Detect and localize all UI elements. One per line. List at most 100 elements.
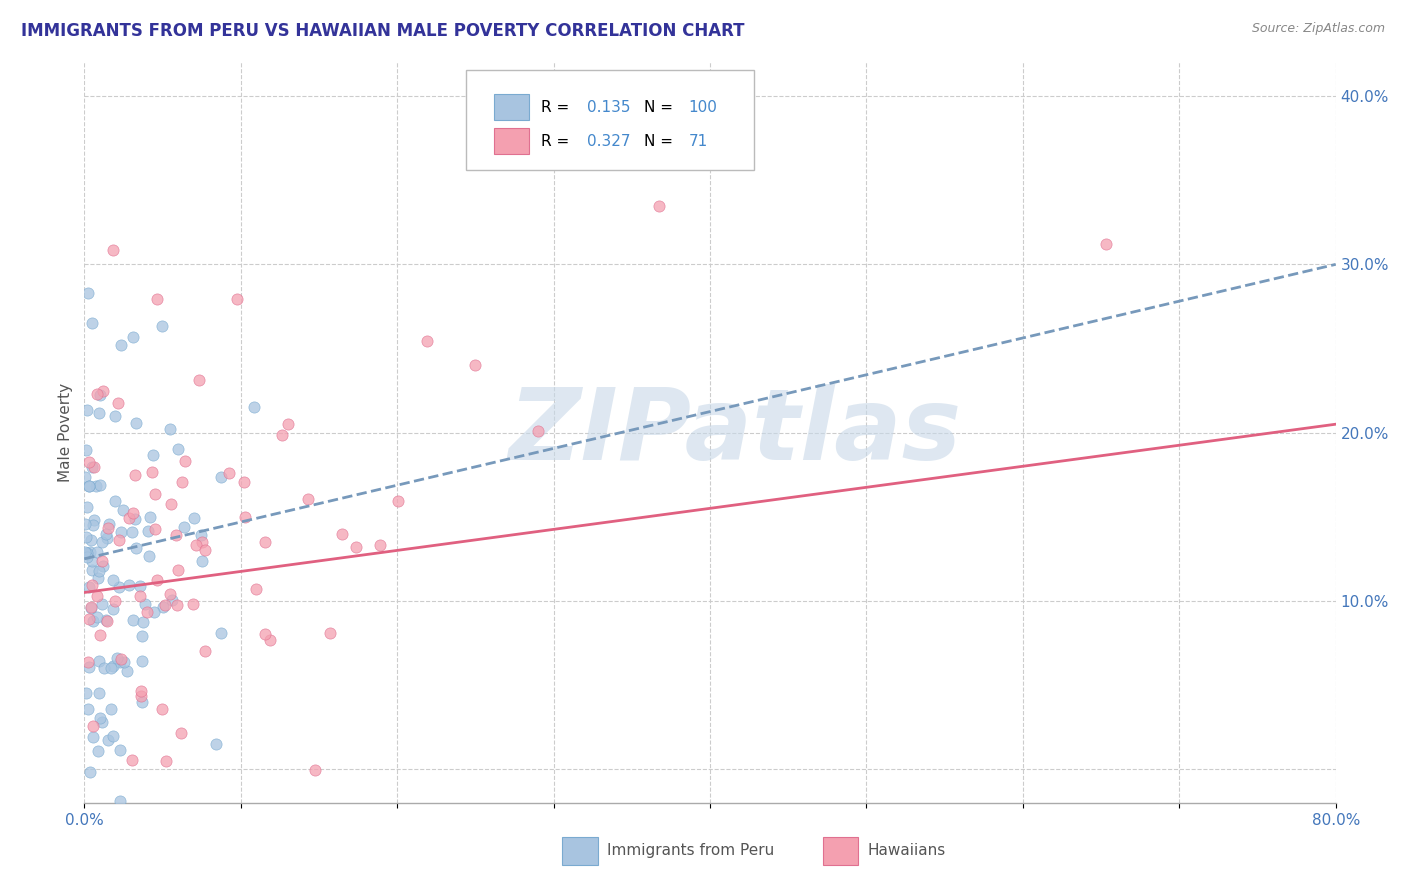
Text: 71: 71 bbox=[689, 134, 709, 149]
Point bbox=[181, 597, 204, 611]
Point bbox=[96, 527, 118, 541]
Point bbox=[319, 626, 342, 640]
Point bbox=[121, 524, 143, 539]
Point bbox=[173, 453, 195, 467]
Point bbox=[89, 388, 111, 402]
Point bbox=[90, 535, 112, 549]
Point bbox=[139, 509, 162, 524]
Point bbox=[103, 602, 125, 616]
Point bbox=[124, 416, 146, 430]
Point bbox=[76, 500, 98, 514]
FancyBboxPatch shape bbox=[494, 94, 529, 120]
Point bbox=[167, 442, 190, 457]
Point bbox=[122, 330, 145, 344]
Point bbox=[80, 578, 103, 592]
Point bbox=[82, 460, 104, 475]
Text: ZIPatlas: ZIPatlas bbox=[509, 384, 962, 481]
Point bbox=[77, 660, 100, 674]
Point bbox=[82, 563, 104, 577]
Point bbox=[75, 443, 97, 458]
Point bbox=[245, 582, 267, 596]
Point bbox=[96, 615, 118, 629]
Point bbox=[108, 743, 131, 757]
Point bbox=[344, 540, 367, 554]
Point bbox=[86, 610, 108, 624]
Point bbox=[131, 629, 153, 643]
Point bbox=[96, 613, 118, 627]
Point bbox=[142, 448, 165, 462]
Point bbox=[143, 522, 166, 536]
Point bbox=[91, 558, 114, 573]
Point bbox=[277, 417, 299, 432]
Point bbox=[464, 358, 486, 372]
Point bbox=[111, 503, 134, 517]
Point bbox=[132, 615, 155, 630]
Point bbox=[82, 719, 104, 733]
Point bbox=[87, 564, 110, 578]
Point bbox=[79, 544, 101, 558]
Point bbox=[110, 656, 132, 670]
Point bbox=[91, 597, 114, 611]
Point bbox=[330, 527, 353, 541]
Point bbox=[259, 633, 281, 648]
Point bbox=[527, 425, 550, 439]
Point bbox=[103, 573, 125, 587]
Text: IMMIGRANTS FROM PERU VS HAWAIIAN MALE POVERTY CORRELATION CHART: IMMIGRANTS FROM PERU VS HAWAIIAN MALE PO… bbox=[21, 22, 745, 40]
Point bbox=[87, 571, 110, 585]
Point bbox=[152, 599, 174, 614]
Point bbox=[82, 730, 104, 744]
Point bbox=[100, 702, 122, 716]
Point bbox=[194, 644, 217, 658]
Text: R =: R = bbox=[541, 134, 574, 149]
Point bbox=[87, 406, 110, 420]
Point bbox=[110, 337, 132, 351]
Point bbox=[100, 661, 122, 675]
Point bbox=[194, 542, 217, 557]
Point bbox=[101, 243, 124, 257]
Point bbox=[150, 702, 173, 716]
Point bbox=[131, 690, 153, 704]
Point bbox=[89, 478, 111, 492]
Point bbox=[115, 664, 138, 678]
Point bbox=[77, 612, 100, 626]
Point bbox=[648, 199, 671, 213]
Point bbox=[91, 384, 114, 398]
Point bbox=[75, 686, 97, 700]
Point bbox=[191, 554, 214, 568]
Point bbox=[122, 506, 145, 520]
Point bbox=[118, 511, 141, 525]
Point bbox=[155, 754, 177, 768]
Point bbox=[104, 409, 127, 423]
Point bbox=[183, 511, 205, 525]
Point bbox=[82, 518, 104, 533]
Point bbox=[107, 395, 129, 409]
Point bbox=[134, 598, 156, 612]
Point bbox=[188, 373, 211, 387]
Point bbox=[143, 487, 166, 501]
Point bbox=[86, 590, 108, 604]
Text: 0.135: 0.135 bbox=[588, 100, 631, 114]
Point bbox=[118, 578, 141, 592]
Point bbox=[165, 527, 187, 541]
Point bbox=[79, 764, 101, 779]
Text: Source: ZipAtlas.com: Source: ZipAtlas.com bbox=[1251, 22, 1385, 36]
Point bbox=[129, 579, 152, 593]
Point bbox=[1095, 237, 1118, 252]
Point bbox=[83, 460, 105, 475]
Point bbox=[129, 589, 152, 603]
Point bbox=[80, 601, 103, 615]
Point bbox=[226, 292, 249, 306]
Point bbox=[76, 546, 98, 560]
Point bbox=[131, 654, 153, 668]
Point bbox=[112, 655, 135, 669]
Text: Hawaiians: Hawaiians bbox=[868, 844, 946, 858]
Point bbox=[77, 701, 100, 715]
Point bbox=[98, 517, 121, 532]
Point bbox=[304, 763, 326, 777]
Point bbox=[253, 534, 276, 549]
Point bbox=[108, 580, 131, 594]
Point bbox=[253, 627, 276, 641]
Point bbox=[416, 334, 439, 348]
Point bbox=[75, 530, 97, 544]
Point bbox=[76, 547, 98, 561]
